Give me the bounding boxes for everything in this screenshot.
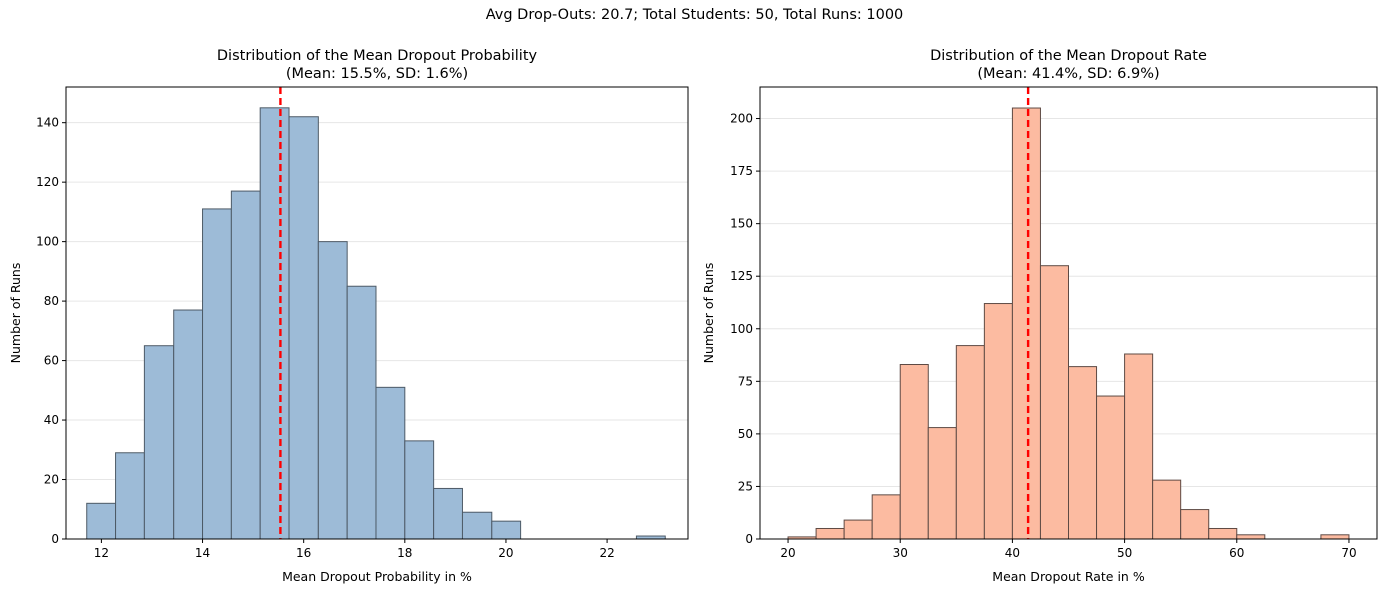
chart-title: Distribution of the Mean Dropout Rate — [930, 48, 1207, 64]
chart-subtitle: (Mean: 15.5%, SD: 1.6%) — [286, 66, 468, 82]
x-tick-label: 30 — [893, 546, 908, 560]
histogram-bar — [899, 364, 929, 540]
x-tick-label: 40 — [1005, 546, 1020, 560]
y-tick-label: 40 — [44, 413, 59, 427]
plot-frame — [65, 86, 689, 540]
chart-title: Distribution of the Mean Dropout Probabi… — [217, 48, 538, 64]
y-tick-label: 25 — [738, 479, 753, 493]
y-tick-label: 100 — [730, 322, 753, 336]
y-tick-label: 0 — [51, 532, 59, 546]
histogram-bar — [1039, 265, 1070, 540]
histogram-bar — [317, 241, 348, 540]
histogram-bar — [1320, 534, 1350, 540]
histogram-bar — [1068, 366, 1098, 540]
y-tick-label: 125 — [730, 269, 753, 283]
histogram-bar — [404, 440, 435, 540]
y-tick-label: 0 — [745, 532, 753, 546]
y-axis-label: Number of Runs — [8, 263, 23, 364]
y-tick-label: 50 — [738, 427, 753, 441]
histogram-bar — [927, 427, 957, 540]
histogram-bar — [843, 519, 873, 540]
x-tick-label: 20 — [780, 546, 795, 560]
y-tick-label: 80 — [44, 294, 59, 308]
y-tick-label: 150 — [730, 217, 753, 231]
plot-frame — [759, 86, 1378, 540]
x-tick-label: 18 — [397, 546, 412, 560]
x-axis-label: Mean Dropout Probability in % — [282, 569, 472, 584]
x-tick-label: 12 — [94, 546, 109, 560]
x-axis-label: Mean Dropout Rate in % — [992, 569, 1145, 584]
x-tick-label: 22 — [599, 546, 614, 560]
histogram-bar — [259, 107, 290, 540]
x-tick-label: 16 — [296, 546, 311, 560]
histogram-bar — [1096, 395, 1126, 540]
x-tick-label: 60 — [1229, 546, 1244, 560]
histogram-bar — [871, 494, 901, 540]
y-tick-label: 60 — [44, 354, 59, 368]
x-tick-label: 50 — [1117, 546, 1132, 560]
chart-subtitle: (Mean: 41.4%, SD: 6.9%) — [977, 66, 1159, 82]
y-axis-label: Number of Runs — [701, 263, 716, 364]
y-tick-label: 140 — [36, 116, 59, 130]
histogram-bar — [1011, 107, 1041, 540]
figure-suptitle: Avg Drop-Outs: 20.7; Total Students: 50,… — [485, 7, 904, 23]
histogram-bar — [1236, 534, 1266, 540]
x-tick-label: 70 — [1341, 546, 1356, 560]
y-tick-label: 75 — [738, 374, 753, 388]
histogram-bar — [955, 345, 985, 540]
histogram-bar — [1152, 479, 1182, 540]
y-tick-label: 100 — [36, 235, 59, 249]
histogram-bar — [1124, 353, 1154, 540]
y-tick-label: 175 — [730, 164, 753, 178]
histogram-bar — [815, 527, 845, 540]
x-tick-label: 20 — [498, 546, 513, 560]
x-tick-label: 14 — [195, 546, 210, 560]
histogram-bar — [433, 487, 463, 540]
y-tick-label: 200 — [730, 112, 753, 126]
y-tick-label: 20 — [44, 473, 59, 487]
histogram-bar — [1208, 527, 1238, 540]
histogram-bar — [288, 116, 319, 540]
histogram-bar — [983, 303, 1013, 540]
histogram-bar — [173, 309, 204, 540]
y-tick-label: 120 — [36, 175, 59, 189]
histogram-bar — [375, 386, 406, 540]
histogram-bar — [1180, 509, 1210, 540]
